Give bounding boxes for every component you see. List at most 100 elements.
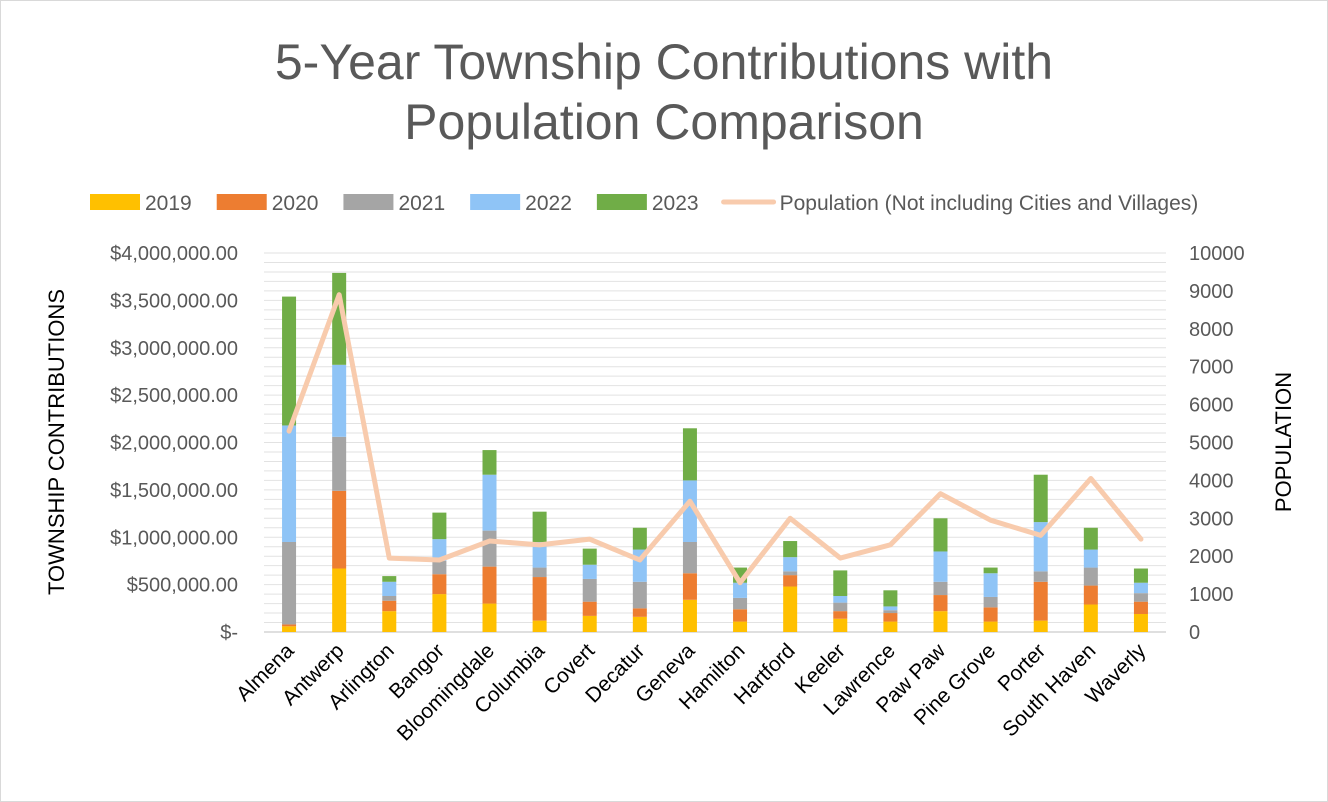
bar-2021-antwerp (332, 436, 347, 491)
y-tick-label: $3,000,000.00 (110, 338, 238, 360)
bar-2023-covert (582, 548, 597, 565)
bar-2022-lawrence (883, 606, 898, 611)
bar-2020-decatur (632, 608, 647, 617)
bar-2019-hartford (783, 586, 798, 632)
bar-2020-hartford (783, 575, 798, 587)
bar-2019-decatur (632, 616, 647, 632)
bar-2020-columbia (532, 577, 547, 621)
legend-label-2022: 2022 (525, 192, 572, 215)
bar-2023-pine-grove (983, 567, 998, 574)
bar-2023-paw-paw (933, 518, 948, 552)
bar-2021-pine-grove (983, 596, 998, 608)
bar-2021-decatur (632, 581, 647, 609)
bar-2020-covert (582, 601, 597, 616)
y-tick-label: $3,500,000.00 (110, 290, 238, 312)
bar-2019-lawrence (883, 621, 898, 632)
bar-2019-bloomingdale (482, 603, 497, 632)
bar-2020-pine-grove (983, 607, 998, 622)
bar-2021-bloomingdale (482, 530, 497, 567)
y2-tick-label: 3000 (1189, 508, 1234, 530)
bar-2020-bangor (432, 574, 447, 595)
bar-2021-arlington (382, 595, 397, 601)
y2-tick-label: 5000 (1189, 433, 1234, 455)
legend-label-population: Population (Not including Cities and Vil… (780, 192, 1199, 215)
bar-2021-geneva (682, 541, 697, 574)
bar-2021-waverly (1133, 593, 1148, 602)
y2-tick-label: 4000 (1189, 470, 1234, 492)
bar-2022-keeler (833, 595, 848, 603)
bar-2019-pine-grove (983, 621, 998, 632)
bar-2020-antwerp (332, 490, 347, 569)
y-tick-label: $1,500,000.00 (110, 480, 238, 502)
bar-2022-bloomingdale (482, 474, 497, 531)
y-tick-label: $2,000,000.00 (110, 433, 238, 455)
bar-2021-lawrence (883, 610, 898, 614)
bar-2019-keeler (833, 618, 848, 632)
legend-swatch-2021 (343, 194, 394, 210)
y-tick-label: $4,000,000.00 (110, 243, 238, 265)
bar-2022-columbia (532, 541, 547, 568)
bar-2020-arlington (382, 600, 397, 612)
legend-swatch-2023 (596, 194, 647, 210)
chart-title-line1: 5-Year Township Contributions with (274, 34, 1054, 90)
y2-tick-label: 10000 (1189, 243, 1245, 265)
bar-2019-waverly (1133, 613, 1148, 632)
bar-2023-keeler (833, 570, 848, 596)
bar-2020-lawrence (883, 613, 898, 622)
bar-2020-bloomingdale (482, 566, 497, 604)
y2-tick-label: 7000 (1189, 357, 1234, 379)
y2-tick-label: 9000 (1189, 281, 1234, 303)
legend-swatch-2019 (90, 194, 140, 210)
y2-axis-title: POPULATION (1271, 372, 1296, 512)
bar-2022-pine-grove (983, 573, 998, 597)
bar-2021-keeler (833, 602, 848, 612)
bar-2020-waverly (1133, 601, 1148, 614)
bar-2021-porter (1033, 571, 1048, 582)
bar-2022-paw-paw (933, 551, 948, 582)
bar-2019-columbia (532, 620, 547, 632)
bar-2021-almena (282, 541, 297, 625)
bar-2023-almena (282, 296, 297, 426)
bar-2019-hamilton (733, 621, 748, 632)
bar-2019-paw-paw (933, 611, 948, 632)
bar-2020-hamilton (733, 609, 748, 622)
bar-2019-covert (582, 615, 597, 632)
bar-2019-geneva (682, 599, 697, 632)
y-tick-label: $2,500,000.00 (110, 385, 238, 407)
legend-label-2023: 2023 (652, 192, 699, 215)
bar-2020-south-haven (1083, 585, 1098, 605)
legend-label-2021: 2021 (398, 192, 445, 215)
y2-tick-label: 0 (1189, 622, 1200, 644)
bar-2019-antwerp (332, 568, 347, 632)
y2-tick-label: 1000 (1189, 584, 1234, 606)
bar-2022-covert (582, 564, 597, 579)
bar-2019-south-haven (1083, 604, 1098, 632)
y2-tick-label: 2000 (1189, 546, 1234, 568)
bar-2022-south-haven (1083, 549, 1098, 568)
bar-2023-decatur (632, 527, 647, 550)
bar-2023-lawrence (883, 590, 898, 607)
bar-2022-geneva (682, 480, 697, 542)
population-line (286, 292, 1144, 586)
y-tick-label: $500,000.00 (127, 575, 238, 597)
bar-2021-south-haven (1083, 567, 1098, 586)
legend-label-2020: 2020 (272, 192, 319, 215)
legend-swatch-2020 (216, 194, 267, 210)
bar-2020-almena (282, 624, 297, 627)
bar-2022-arlington (382, 581, 397, 596)
bar-2023-hartford (783, 541, 798, 558)
bar-2020-keeler (833, 611, 848, 619)
y2-tick-label: 8000 (1189, 319, 1234, 341)
bar-2021-paw-paw (933, 581, 948, 596)
bar-2022-antwerp (332, 364, 347, 437)
bar-2019-almena (282, 626, 297, 632)
bar-2023-columbia (532, 511, 547, 542)
bar-2021-hartford (783, 571, 798, 576)
chart-title-line2: Population Comparison (404, 94, 924, 150)
bar-2020-paw-paw (933, 595, 948, 612)
bar-2022-almena (282, 425, 297, 542)
bar-2021-columbia (532, 567, 547, 578)
bar-2022-bangor (432, 539, 447, 561)
bar-2023-antwerp (332, 272, 347, 365)
